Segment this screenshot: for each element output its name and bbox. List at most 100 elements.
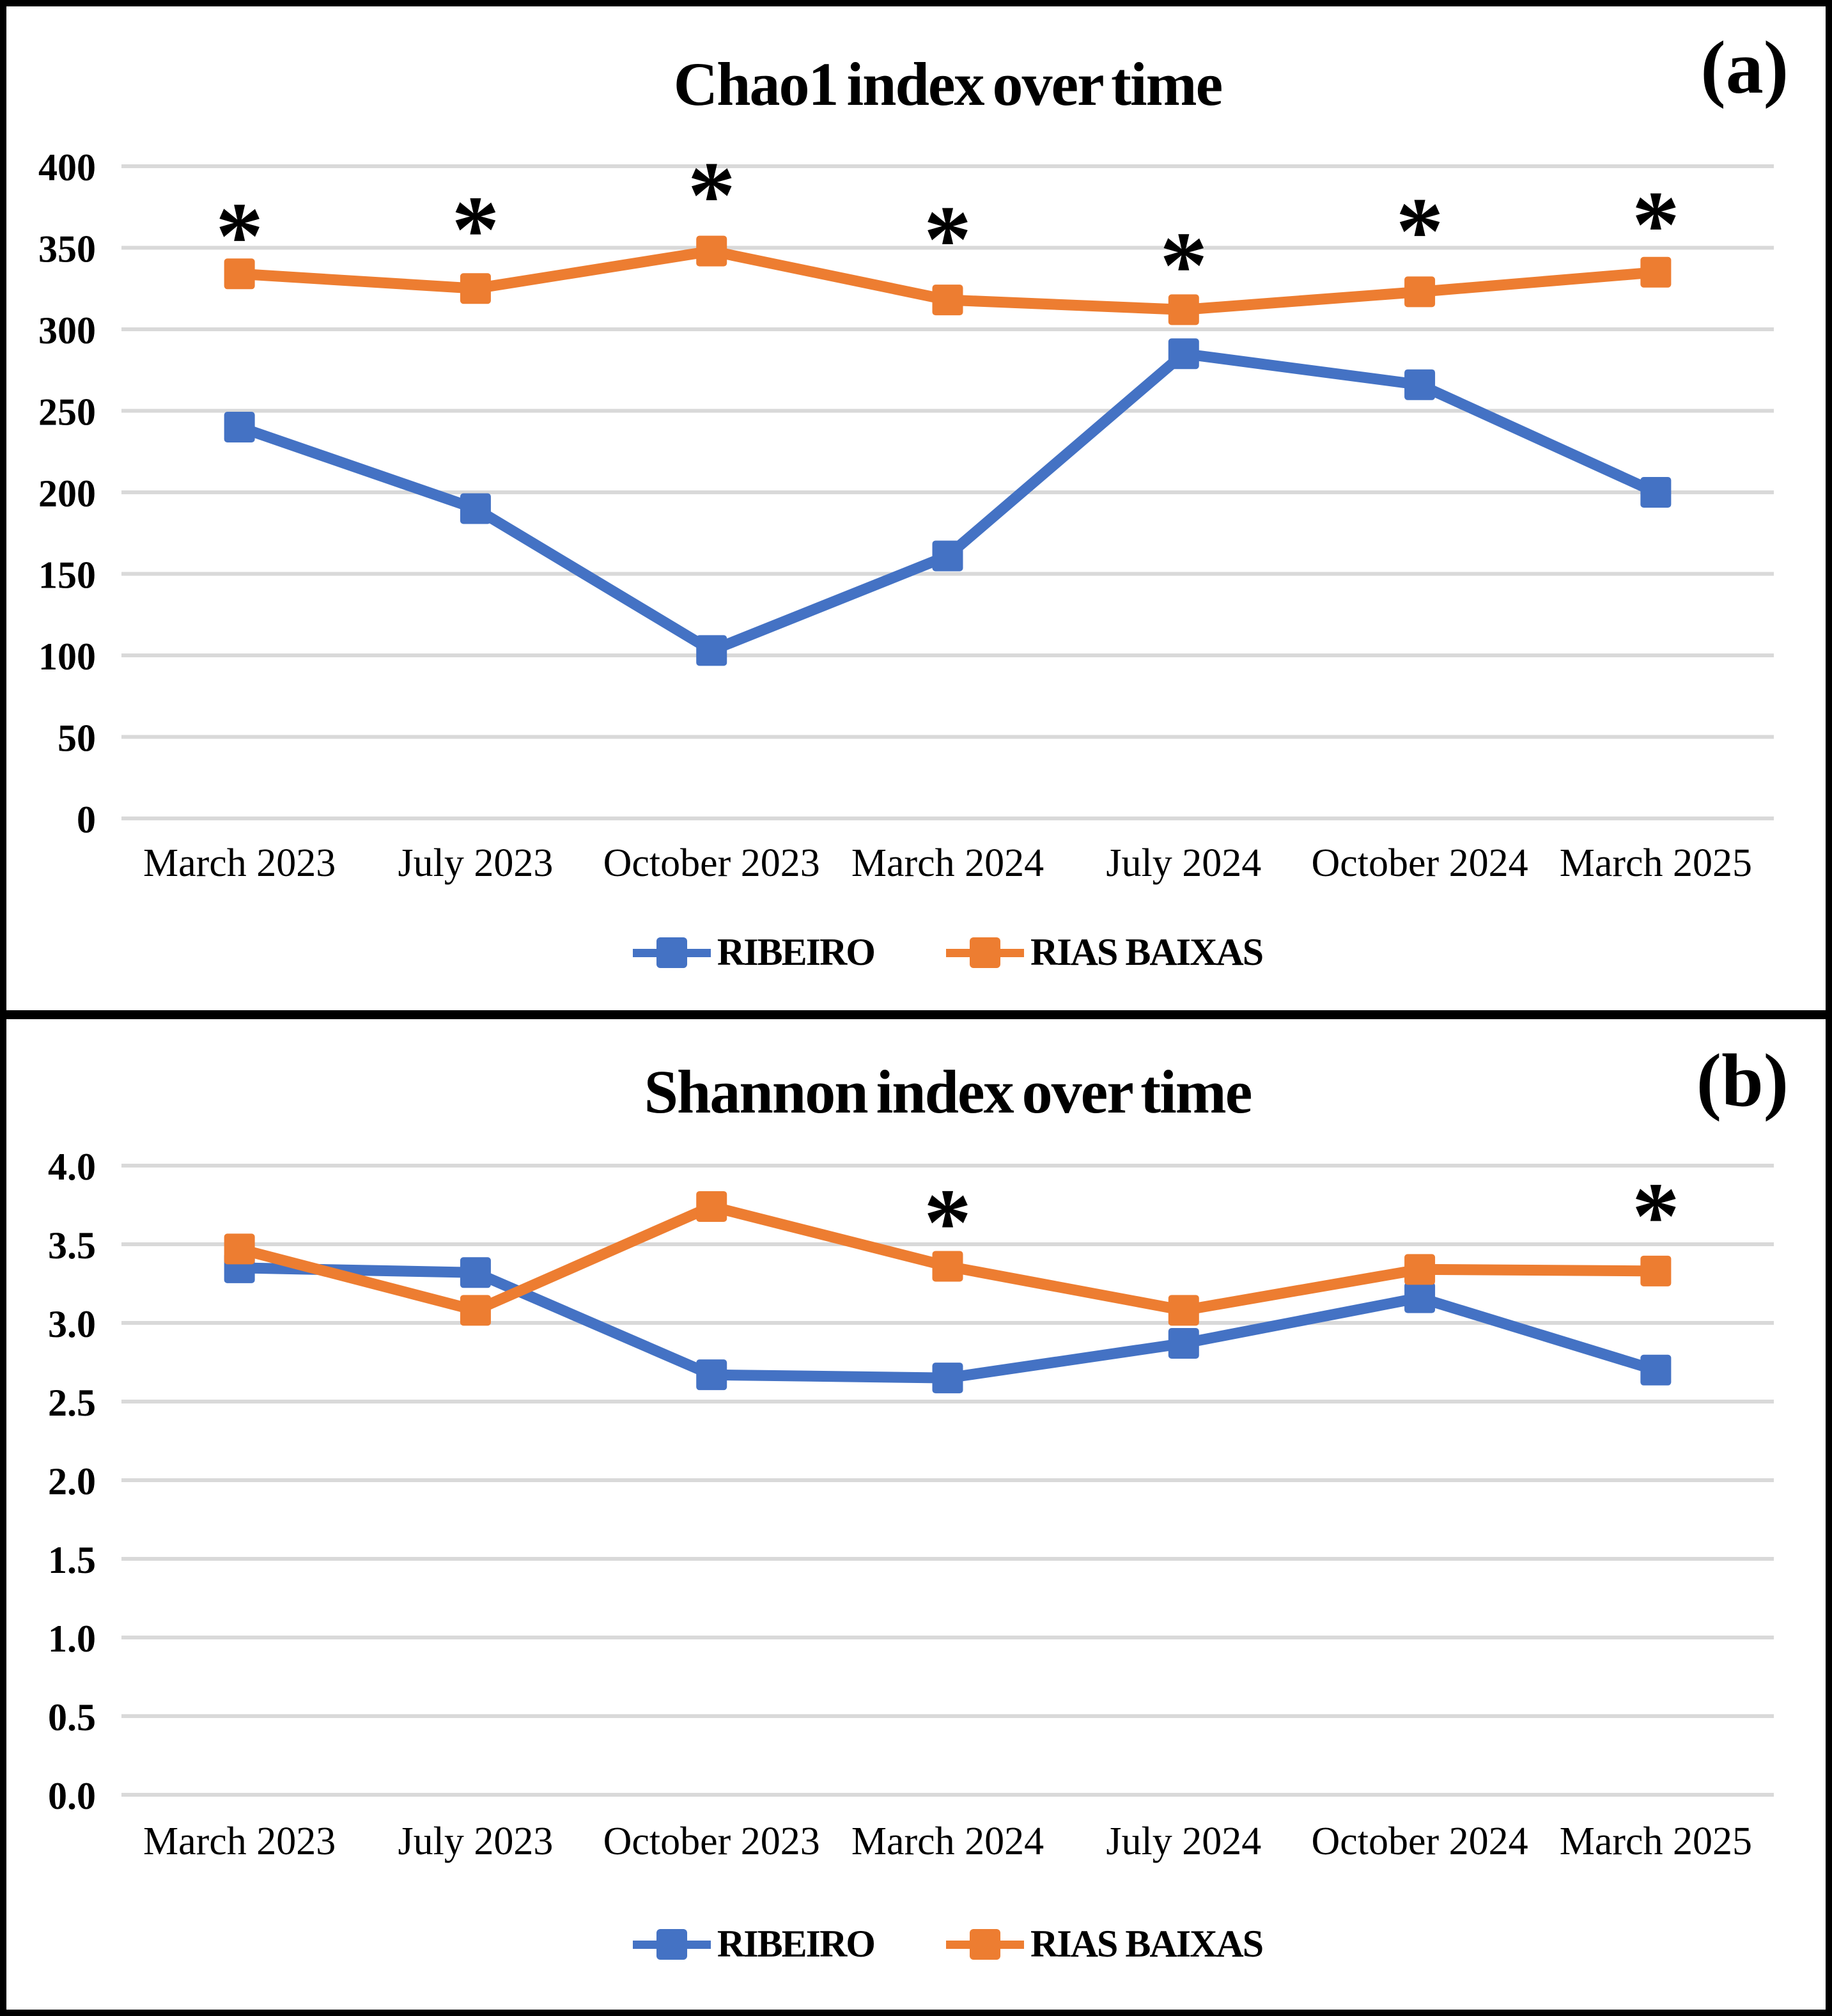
significance-asterisk: * [1632,171,1680,277]
series-line-ribeiro [237,348,1658,657]
x-tick-label: March 2025 [1560,841,1752,885]
data-point-marker-ribeiro [696,1359,727,1391]
legend-label-rias-baixas: RIAS BAIXAS [1030,1923,1264,1965]
data-point-marker-rias-baixas [460,273,491,304]
legend-line-marker-icon [632,1928,711,1960]
legend-label-ribeiro: RIBEIRO [717,931,876,973]
series-rias-baixas [224,235,1672,325]
legend-chao1: RIBEIRO RIAS BAIXAS [121,930,1774,974]
panel-chao1: 0 50 100 150 200 250 300 350 400 March 2023 July 2… [6,6,1826,1019]
data-point-marker-ribeiro [1404,1282,1436,1313]
y-tick-label: 0 [77,799,96,841]
data-point-marker-rias-baixas [932,1251,963,1282]
x-tick-label: October 2024 [1311,841,1528,885]
y-tick-label: 200 [38,473,96,515]
y-tick-label: 3.5 [48,1224,96,1267]
y-tick-label: 2.5 [48,1382,96,1424]
legend-line-marker-icon [945,1928,1024,1960]
data-point-marker-ribeiro [1168,1327,1199,1359]
x-tick-label: March 2023 [143,841,336,885]
gridlines [121,164,1774,820]
y-tick-label: 250 [38,391,96,434]
y-tick-label: 350 [38,228,96,270]
gridlines [121,1164,1774,1797]
data-point-marker-ribeiro [1640,477,1672,508]
x-tick-label: July 2024 [1106,1820,1261,1863]
y-tick-label: 150 [38,554,96,597]
y-tick-label: 400 [38,146,96,189]
x-tick-label: March 2024 [851,1820,1044,1863]
y-tick-label: 3.0 [48,1303,96,1345]
data-point-marker-rias-baixas [1168,294,1199,325]
series-rias-baixas [224,1191,1672,1326]
data-point-marker-rias-baixas [696,1191,727,1222]
y-tick-label: 2.0 [48,1460,96,1503]
data-point-marker-ribeiro [460,493,491,524]
y-tick-label: 4.0 [48,1146,96,1188]
panel-shannon: 0.0 0.5 1.0 1.5 2.0 2.5 3.0 3.5 4.0 March 2023 Jul… [6,1019,1826,2010]
chart-title-shannon: Shannon index over time [644,1058,1253,1126]
x-tick-label: July 2023 [398,1820,553,1863]
x-tick-label: March 2023 [143,1820,336,1863]
data-point-marker-rias-baixas [460,1295,491,1326]
x-axis-tick-labels: March 2023 July 2023 October 2023 March 202… [143,1820,1752,1863]
legend-shannon: RIBEIRO RIAS BAIXAS [121,1922,1774,1966]
series-ribeiro [224,338,1672,666]
x-tick-label: July 2023 [398,841,553,885]
data-point-marker-ribeiro [1640,1354,1672,1386]
legend-item-rias-baixas: RIAS BAIXAS [945,930,1264,974]
significance-asterisk: * [688,143,736,249]
data-point-marker-rias-baixas [224,1233,255,1265]
x-axis-tick-labels: March 2023 July 2023 October 2023 March 202… [143,841,1752,885]
x-tick-label: March 2024 [851,841,1044,885]
significance-asterisk: * [924,186,972,292]
panel-label-b: (b) [1696,1038,1789,1122]
legend-item-rias-baixas: RIAS BAIXAS [945,1922,1264,1966]
legend-label-rias-baixas: RIAS BAIXAS [1030,931,1264,973]
y-axis-tick-labels: 0.0 0.5 1.0 1.5 2.0 2.5 3.0 3.5 4.0 [48,1146,96,1817]
significance-asterisk: * [1160,212,1207,318]
legend-square [969,937,1000,968]
y-axis-tick-labels: 0 50 100 150 200 250 300 350 400 [38,146,96,841]
legend-line-marker-icon [632,937,711,969]
significance-asterisk: * [451,176,499,283]
data-point-marker-ribeiro [460,1257,491,1288]
data-point-marker-ribeiro [932,540,963,572]
y-tick-label: 1.0 [48,1618,96,1660]
significance-asterisk: * [1396,178,1444,285]
significance-annotations: * * * * * * * [215,143,1680,319]
x-tick-label: October 2023 [603,841,820,885]
panel-label-a: (a) [1700,26,1789,109]
legend-label-ribeiro: RIBEIRO [717,1923,876,1965]
significance-annotations: * * [924,1163,1680,1276]
y-tick-label: 50 [58,717,96,760]
data-point-marker-rias-baixas [1168,1295,1199,1326]
y-tick-label: 1.5 [48,1539,96,1581]
data-point-marker-rias-baixas [224,258,255,290]
data-point-marker-ribeiro [696,635,727,666]
chao1-line-chart: 0 50 100 150 200 250 300 350 400 March 2023 July 2… [38,143,1774,885]
legend-line-marker-icon [945,937,1024,969]
series-ribeiro [224,1252,1672,1394]
significance-asterisk: * [924,1169,972,1276]
shannon-line-chart: 0.0 0.5 1.0 1.5 2.0 2.5 3.0 3.5 4.0 March 2023 Jul… [48,1146,1774,1863]
y-tick-label: 0.5 [48,1696,96,1739]
y-tick-label: 0.0 [48,1775,96,1817]
x-tick-label: October 2024 [1311,1820,1528,1863]
significance-asterisk: * [215,183,263,289]
y-tick-label: 300 [38,309,96,352]
data-point-marker-ribeiro [932,1363,963,1394]
legend-square [656,1928,687,1960]
significance-asterisk: * [1632,1163,1680,1269]
data-point-marker-rias-baixas [1404,276,1436,308]
data-point-marker-rias-baixas [696,235,727,267]
chart-title-chao1: Chao1 index over time [673,50,1223,118]
data-point-marker-rias-baixas [1640,1255,1672,1286]
legend-square [969,1928,1000,1960]
data-point-marker-ribeiro [1404,369,1436,400]
legend-item-ribeiro: RIBEIRO [632,930,876,974]
data-point-marker-ribeiro [224,412,255,442]
data-point-marker-rias-baixas [932,285,963,316]
legend-square [656,937,687,968]
